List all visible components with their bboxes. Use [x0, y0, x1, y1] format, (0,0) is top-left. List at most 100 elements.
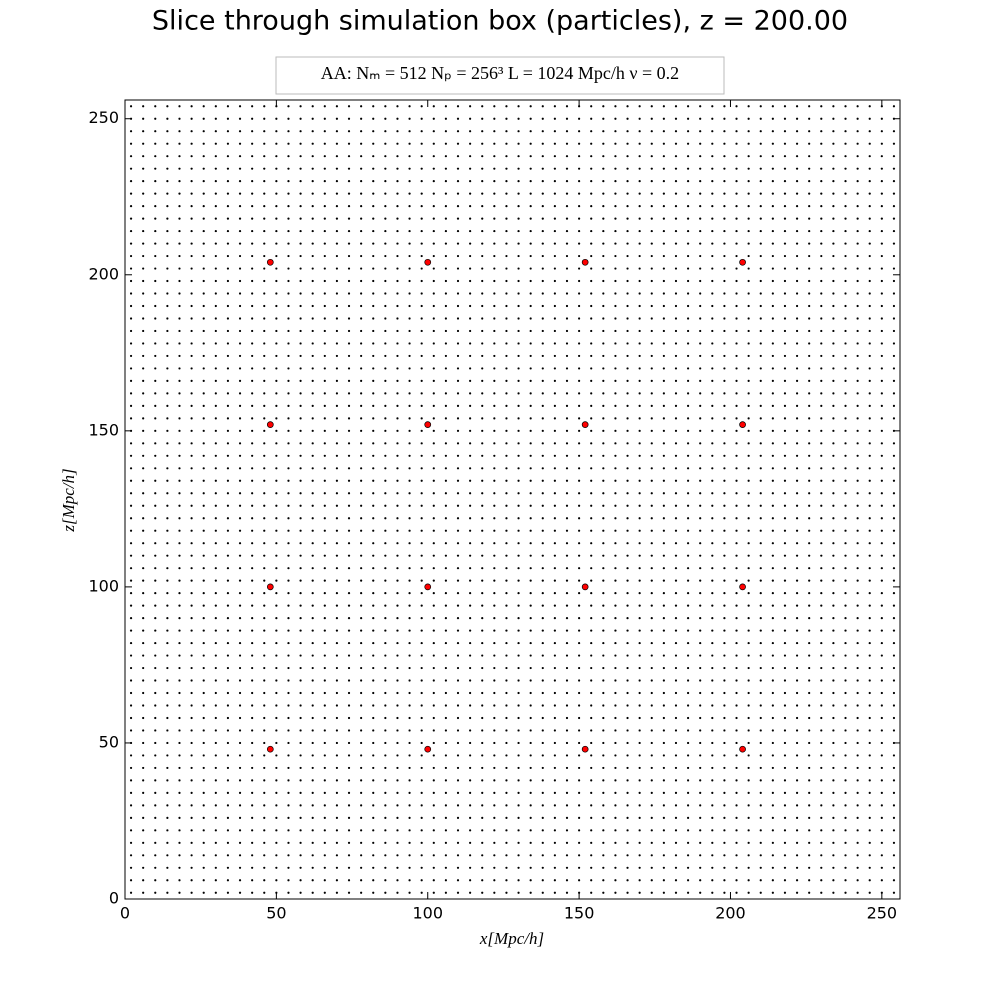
lattice-particle: [868, 504, 871, 507]
lattice-particle: [832, 205, 835, 208]
lattice-particle: [626, 254, 629, 258]
lattice-particle: [129, 866, 133, 869]
lattice-particle: [590, 254, 593, 258]
lattice-particle: [384, 629, 387, 632]
lattice-particle: [747, 254, 750, 258]
lattice-particle: [384, 229, 387, 233]
lattice-particle: [469, 679, 472, 682]
lattice-particle: [299, 454, 302, 457]
lattice-particle: [735, 517, 738, 520]
lattice-particle: [190, 167, 193, 170]
lattice-particle: [166, 242, 169, 245]
lattice-particle: [808, 105, 811, 108]
lattice-particle: [892, 804, 896, 807]
lattice-particle: [190, 155, 193, 158]
lattice-particle: [299, 804, 302, 807]
lattice-particle: [372, 267, 375, 270]
lattice-particle: [263, 142, 266, 145]
lattice-particle: [626, 205, 629, 208]
lattice-particle: [820, 829, 823, 832]
lattice-particle: [335, 354, 339, 358]
lattice-particle: [142, 691, 145, 695]
lattice-particle: [396, 766, 399, 770]
lattice-particle: [299, 442, 302, 445]
lattice-particle: [154, 392, 157, 395]
lattice-particle: [517, 229, 520, 233]
lattice-particle: [493, 579, 496, 582]
lattice-particle: [432, 329, 435, 333]
lattice-particle: [868, 716, 871, 720]
lattice-particle: [408, 779, 411, 782]
lattice-particle: [420, 854, 423, 857]
lattice-particle: [384, 766, 387, 770]
lattice-particle: [686, 816, 690, 819]
lattice-particle: [251, 567, 254, 570]
lattice-particle: [456, 479, 460, 482]
lattice-particle: [541, 367, 544, 370]
lattice-particle: [614, 791, 617, 794]
lattice-particle: [638, 279, 641, 283]
lattice-particle: [214, 629, 217, 632]
lattice-particle: [614, 142, 617, 145]
lattice-particle: [626, 704, 629, 707]
lattice-particle: [674, 891, 678, 894]
lattice-particle: [674, 392, 678, 395]
lattice-particle: [541, 866, 544, 869]
lattice-particle: [190, 542, 193, 545]
lattice-particle: [481, 804, 484, 807]
lattice-particle: [372, 779, 375, 782]
lattice-particle: [335, 766, 339, 770]
lattice-particle: [832, 354, 835, 358]
lattice-particle: [868, 454, 871, 457]
lattice-particle: [323, 666, 326, 670]
lattice-particle: [541, 641, 544, 645]
lattice-particle: [432, 404, 435, 407]
lattice-particle: [323, 304, 326, 308]
lattice-particle: [384, 404, 387, 407]
lattice-particle: [553, 866, 556, 869]
lattice-particle: [614, 592, 617, 595]
lattice-particle: [142, 604, 145, 607]
lattice-particle: [808, 354, 811, 358]
lattice-particle: [408, 691, 411, 695]
lattice-particle: [202, 254, 205, 258]
lattice-particle: [662, 542, 665, 545]
lattice-particle: [820, 704, 823, 707]
lattice-particle: [759, 292, 762, 295]
lattice-particle: [444, 404, 447, 407]
lattice-particle: [142, 579, 145, 582]
lattice-particle: [662, 217, 665, 220]
lattice-particle: [287, 529, 290, 532]
lattice-particle: [311, 192, 314, 195]
lattice-particle: [747, 329, 750, 333]
lattice-particle: [650, 242, 653, 245]
lattice-particle: [517, 691, 520, 695]
lattice-particle: [590, 317, 593, 320]
lattice-particle: [287, 192, 290, 195]
lattice-particle: [202, 454, 205, 457]
lattice-particle: [820, 542, 823, 545]
lattice-particle: [299, 691, 302, 695]
lattice-particle: [578, 879, 581, 882]
lattice-particle: [578, 666, 581, 670]
lattice-particle: [432, 479, 435, 482]
lattice-particle: [614, 192, 617, 195]
lattice-particle: [214, 404, 217, 407]
lattice-particle: [759, 554, 762, 557]
lattice-particle: [263, 180, 266, 183]
lattice-particle: [638, 704, 641, 707]
lattice-particle: [844, 766, 847, 770]
lattice-particle: [238, 105, 242, 108]
lattice-particle: [638, 891, 641, 894]
lattice-particle: [553, 267, 556, 270]
lattice-particle: [166, 317, 169, 320]
lattice-particle: [166, 117, 169, 120]
lattice-particle: [783, 654, 787, 657]
lattice-particle: [517, 392, 520, 395]
lattice-particle: [335, 754, 339, 757]
lattice-particle: [456, 704, 460, 707]
lattice-particle: [214, 142, 217, 145]
lattice-particle: [880, 542, 883, 545]
lattice-particle: [650, 167, 653, 170]
lattice-particle: [396, 554, 399, 557]
